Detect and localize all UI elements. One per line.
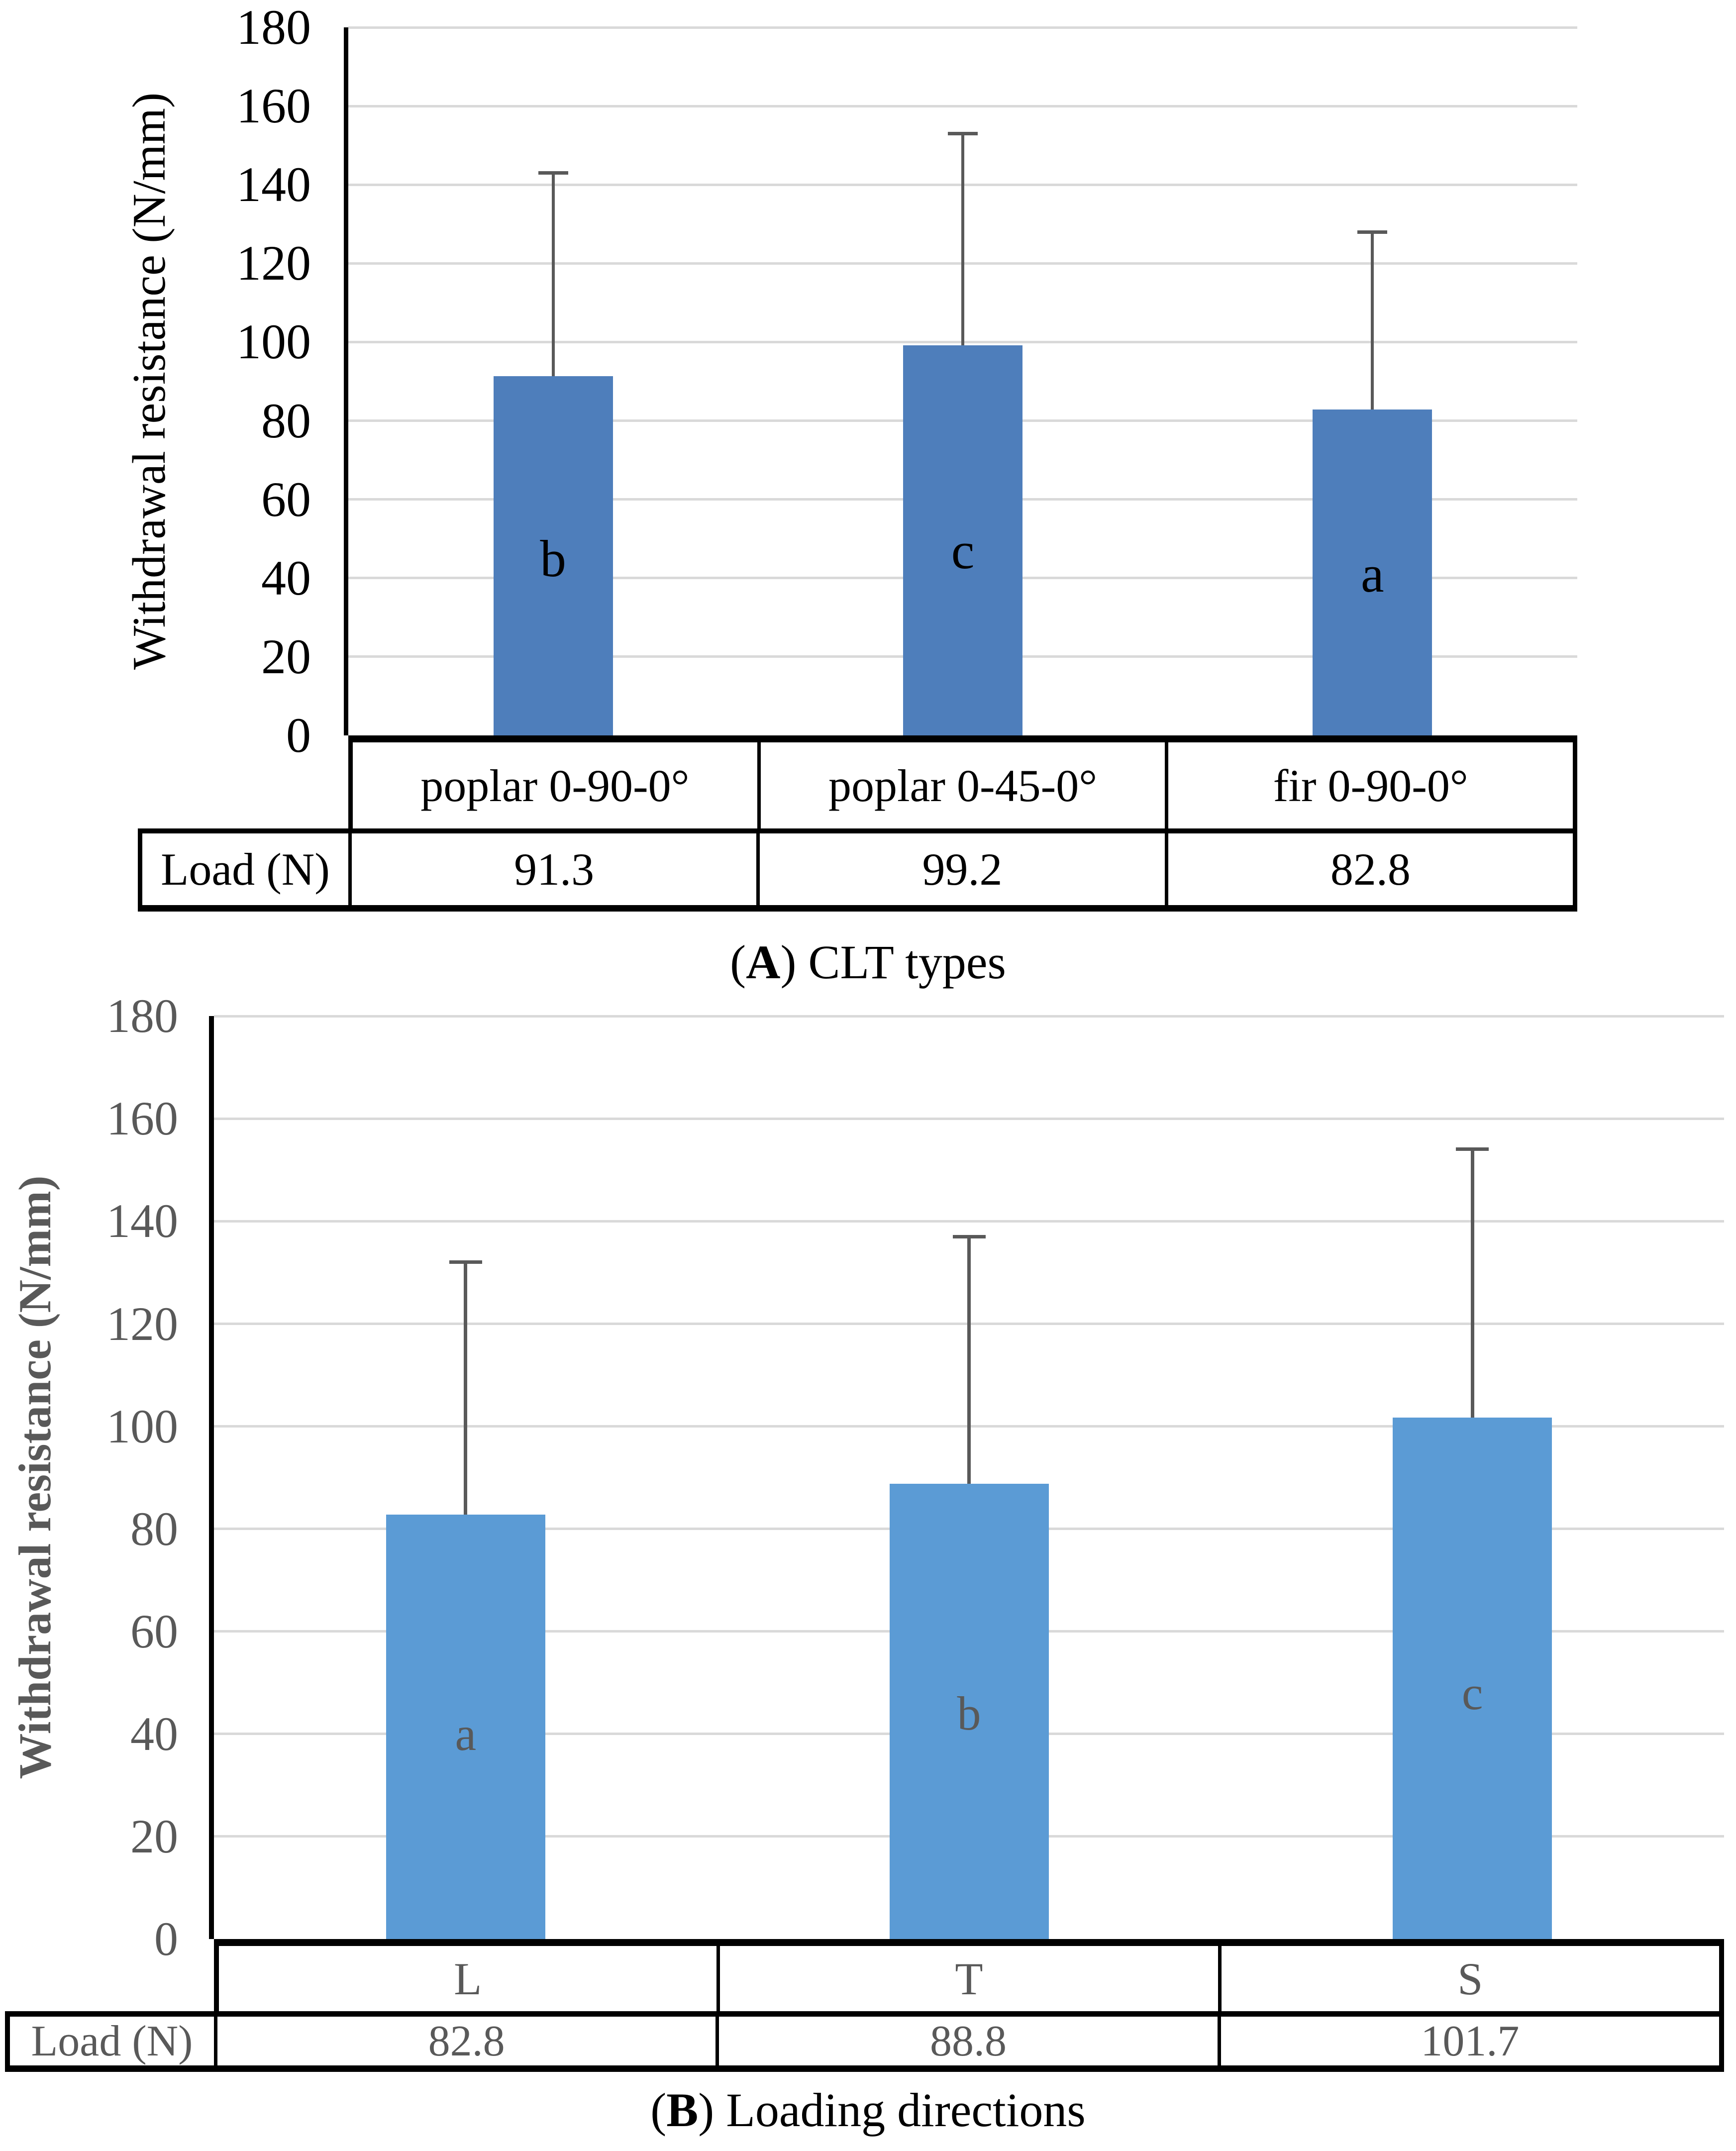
value-row: Load (N) 82.8 88.8 101.7 xyxy=(5,2011,1724,2072)
y-tick-label: 40 xyxy=(261,550,311,606)
panel-caption: (B) Loading directions xyxy=(0,2082,1736,2138)
significance-letter: b xyxy=(540,529,566,588)
error-bar-cap xyxy=(1357,230,1388,234)
y-tick-label: 0 xyxy=(286,708,311,763)
value-cell: 88.8 xyxy=(715,2017,1217,2065)
caption-text: ) Loading directions xyxy=(698,2083,1086,2137)
value-cell: 82.8 xyxy=(1164,833,1573,905)
y-tick-label: 80 xyxy=(130,1502,178,1555)
y-tick-label: 140 xyxy=(236,157,311,212)
row-header-cell: Load (N) xyxy=(31,2017,193,2065)
y-tick-label: 160 xyxy=(106,1092,178,1145)
bar xyxy=(889,1483,1049,1939)
error-bar-cap xyxy=(538,171,568,175)
caption-letter: A xyxy=(746,935,781,989)
gridline xyxy=(348,26,1577,29)
category-cell: L xyxy=(454,1953,482,2004)
error-bar-line xyxy=(464,1262,468,1515)
gridline xyxy=(214,1117,1724,1120)
error-bar-line xyxy=(967,1236,971,1484)
value-cell: 99.2 xyxy=(756,833,1164,905)
category-cell: T xyxy=(716,1946,1218,2011)
y-tick-label: 180 xyxy=(106,989,178,1043)
y-axis-line xyxy=(209,1016,214,1939)
category-cell: poplar 0-90-0° xyxy=(420,760,690,811)
error-bar-cap xyxy=(449,1260,482,1264)
category-cell: S xyxy=(1218,1946,1719,2011)
y-tick-label: 120 xyxy=(106,1297,178,1350)
error-bar-cap xyxy=(952,1234,986,1238)
caption-letter: B xyxy=(666,2083,699,2137)
caption-text: ) CLT types xyxy=(780,935,1006,989)
y-tick-label: 60 xyxy=(261,471,311,527)
panel-caption: (A) CLT types xyxy=(0,934,1736,990)
value-cell: 101.7 xyxy=(1217,2017,1719,2065)
category-cell: fir 0-90-0° xyxy=(1165,742,1573,828)
error-bar-line xyxy=(1470,1149,1474,1418)
bar xyxy=(1393,1417,1552,1939)
y-tick-label: 60 xyxy=(130,1604,178,1658)
value-cell: 91.3 xyxy=(348,833,756,905)
bar xyxy=(493,376,613,735)
y-tick-label: 20 xyxy=(261,628,311,684)
category-row: poplar 0-90-0° poplar 0-45-0° fir 0-90-0° xyxy=(348,735,1577,828)
y-tick-label: 40 xyxy=(130,1707,178,1760)
value-cell: 82.8 xyxy=(214,2017,715,2065)
gridline xyxy=(214,1015,1724,1018)
error-bar-cap xyxy=(1456,1147,1489,1151)
y-tick-label: 180 xyxy=(236,0,311,55)
significance-letter: a xyxy=(1361,545,1384,604)
error-bar-line xyxy=(1371,232,1374,410)
y-tick-label: 80 xyxy=(261,393,311,448)
caption-open-paren: ( xyxy=(730,935,746,989)
error-bar-line xyxy=(551,173,555,377)
y-tick-label: 160 xyxy=(236,78,311,134)
gridline xyxy=(348,104,1577,107)
significance-letter: c xyxy=(951,521,975,580)
gridline xyxy=(214,1220,1724,1223)
error-bar-line xyxy=(961,133,964,345)
y-axis-line xyxy=(344,27,348,735)
bar xyxy=(1313,410,1432,735)
row-header-cell: Load (N) xyxy=(161,844,330,895)
y-tick-label: 100 xyxy=(106,1399,178,1453)
significance-letter: b xyxy=(957,1686,981,1740)
bar xyxy=(903,345,1022,735)
y-tick-label: 100 xyxy=(236,314,311,370)
significance-letter: a xyxy=(455,1707,477,1760)
caption-open-paren: ( xyxy=(650,2083,667,2137)
significance-letter: c xyxy=(1461,1666,1483,1720)
y-tick-label: 20 xyxy=(130,1810,178,1863)
y-tick-label: 0 xyxy=(154,1912,178,1966)
error-bar-cap xyxy=(948,131,978,135)
value-row: Load (N) 91.3 99.2 82.8 xyxy=(138,828,1577,912)
bar xyxy=(386,1514,545,1939)
category-cell: poplar 0-45-0° xyxy=(757,742,1165,828)
y-tick-label: 120 xyxy=(236,235,311,291)
y-tick-label: 140 xyxy=(106,1194,178,1248)
